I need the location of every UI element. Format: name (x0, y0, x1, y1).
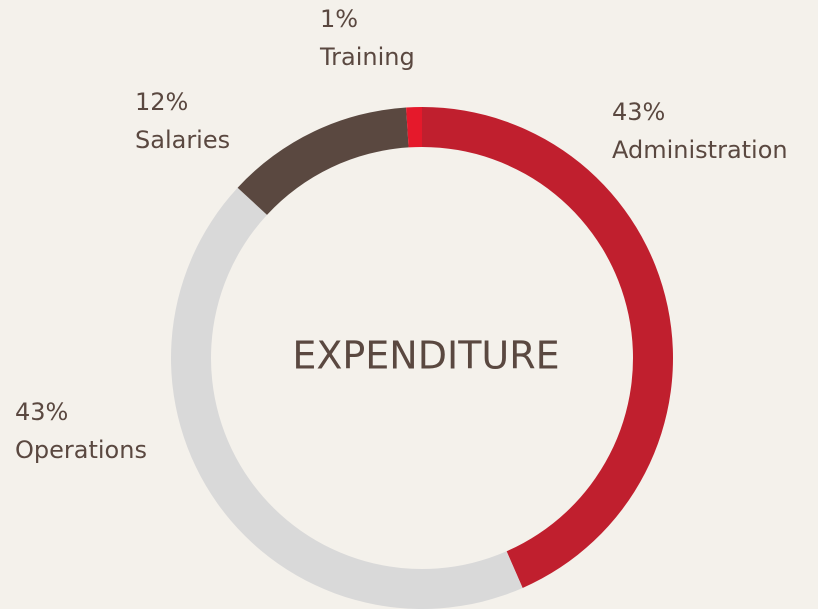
donut-segment (406, 107, 422, 148)
value-label: 12% (135, 88, 188, 116)
chart-title: EXPENDITURE (292, 334, 559, 378)
value-label: 43% (612, 98, 665, 126)
donut-segment (171, 187, 523, 609)
category-label: Administration (612, 136, 788, 164)
donut-segment (237, 107, 409, 215)
donut-segment (422, 107, 674, 588)
category-label: Operations (15, 436, 147, 464)
value-label: 43% (15, 398, 68, 426)
value-label: 1% (320, 5, 358, 33)
category-label: Salaries (135, 126, 230, 154)
category-label: Training (319, 43, 415, 71)
